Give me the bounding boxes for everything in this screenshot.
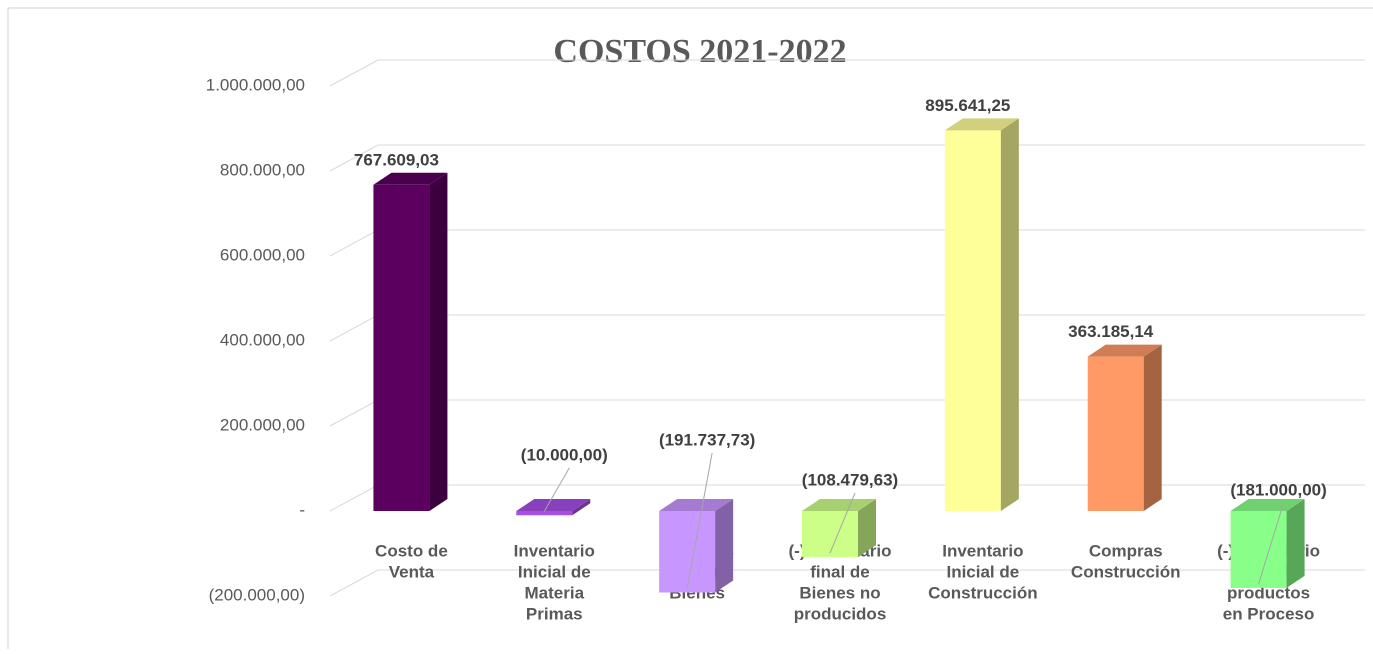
leader-line — [543, 467, 570, 512]
value-label: (10.000,00) — [521, 445, 608, 464]
bar — [1230, 499, 1305, 588]
y-tick-label: (200.000,00) — [209, 585, 305, 604]
bar-side — [429, 172, 448, 511]
y-tick-label: 800.000,00 — [220, 160, 305, 179]
value-label: 767.609,03 — [354, 150, 439, 169]
bar-top — [1230, 499, 1305, 511]
bar — [944, 118, 1019, 511]
x-tick-label: Primas — [526, 604, 583, 623]
x-tick-label: Construcción — [1071, 562, 1181, 581]
value-label: (181.000,00) — [1230, 480, 1326, 499]
value-label: 895.641,25 — [925, 96, 1010, 115]
x-tick-label: Inicial de — [518, 562, 591, 581]
x-tick-label: productos — [1227, 583, 1310, 602]
x-tick-label: Materia — [525, 583, 585, 602]
bar — [1087, 344, 1162, 511]
leader-line — [829, 492, 856, 554]
bar-top — [373, 172, 448, 185]
bar-front — [1087, 356, 1144, 511]
x-tick-label: Inventario — [942, 541, 1023, 560]
x-tick-label: producidos — [794, 604, 887, 623]
x-tick-label: Inventario — [514, 541, 595, 560]
bar-side — [572, 499, 591, 516]
value-label: 363.185,14 — [1068, 322, 1154, 341]
bar — [802, 499, 876, 558]
grid-line — [329, 229, 1365, 257]
y-tick-label: 200.000,00 — [220, 415, 305, 434]
bar-front — [944, 130, 1001, 511]
y-tick-label: 600.000,00 — [220, 245, 305, 264]
grid-line — [329, 569, 1365, 597]
bar-side — [1286, 499, 1305, 588]
value-label: (108.479,63) — [802, 470, 898, 489]
bar-side — [1000, 118, 1019, 511]
x-tick-label: Venta — [389, 562, 435, 581]
bar-front — [373, 184, 430, 511]
bar-top — [1087, 344, 1162, 357]
value-label: (191.737,73) — [659, 430, 755, 449]
grid-line — [329, 59, 1365, 87]
bar-front — [659, 511, 716, 593]
grid-line — [329, 144, 1365, 172]
bar-side — [1143, 344, 1162, 511]
bar-front — [1230, 511, 1287, 588]
grid-line — [329, 314, 1365, 342]
bar — [373, 172, 448, 511]
x-tick-label: Costo de — [375, 541, 448, 560]
leader-line — [1258, 502, 1285, 585]
y-tick-label: - — [299, 500, 305, 519]
grid-line — [329, 399, 1365, 427]
bar-front — [516, 511, 573, 516]
bar-top — [659, 499, 734, 511]
bar-side — [858, 499, 876, 558]
bar-top — [802, 499, 876, 511]
bar-top — [516, 499, 591, 511]
bar-side — [715, 499, 734, 593]
chart-title: COSTOS 2021-2022 — [553, 33, 846, 70]
x-tick-label: final de — [810, 562, 870, 581]
y-tick-label: 400.000,00 — [220, 330, 305, 349]
bar-front — [802, 511, 858, 558]
x-tick-label: Inicial de — [946, 562, 1019, 581]
bar — [516, 499, 591, 516]
x-tick-label: Bienes no — [799, 583, 880, 602]
bar — [659, 499, 734, 593]
x-tick-label: Construcción — [928, 583, 1038, 602]
chart-border — [7, 7, 1373, 654]
y-tick-label: 1.000.000,00 — [206, 75, 305, 94]
x-tick-label: en Proceso — [1223, 604, 1315, 623]
bar-top — [944, 118, 1019, 131]
leader-line — [686, 452, 713, 589]
x-tick-label: Compras — [1089, 541, 1163, 560]
